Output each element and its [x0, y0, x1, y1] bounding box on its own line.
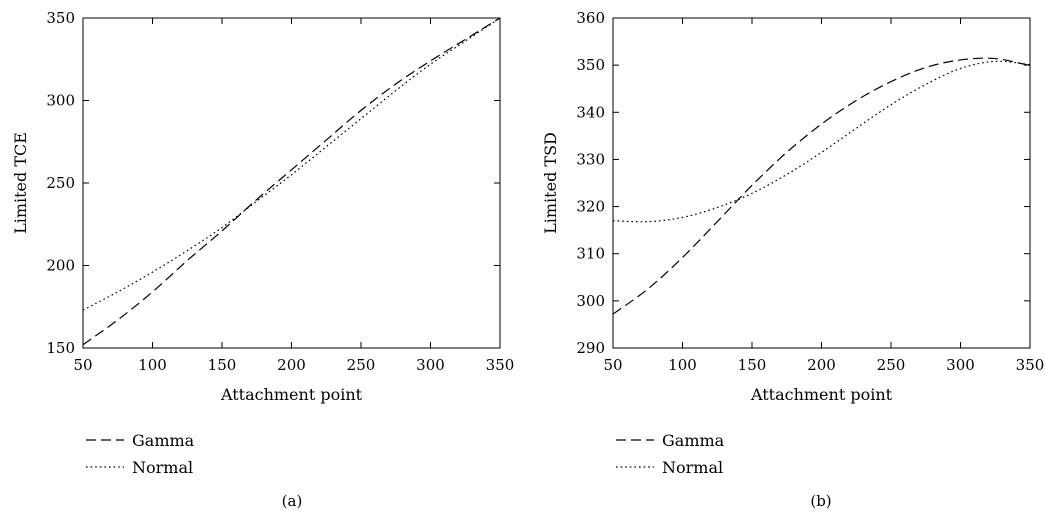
- x-tick-label: 200: [807, 356, 836, 374]
- panel-caption: (b): [810, 492, 831, 510]
- y-axis-label: Limited TCE: [11, 132, 30, 234]
- legend-label-normal: Normal: [132, 458, 193, 477]
- y-tick-label: 320: [576, 198, 605, 216]
- x-tick-label: 100: [668, 356, 697, 374]
- x-tick-label: 250: [347, 356, 376, 374]
- x-tick-label: 100: [138, 356, 167, 374]
- panel-a: 50 100 150 200 250 300 350 150 200 250 300 350 Attac…: [11, 9, 514, 510]
- panel-b: 50 100 150 200 250 300 350 290 300 310 320 330 340 35…: [541, 9, 1044, 510]
- y-tick-label: 360: [576, 9, 605, 27]
- y-tick-label: 310: [576, 245, 605, 263]
- x-tick-label: 250: [877, 356, 906, 374]
- plot-frame: [612, 17, 1031, 349]
- legend-label-gamma: Gamma: [132, 431, 195, 450]
- series-line-normal: [613, 60, 1030, 223]
- x-tick-label: 300: [946, 356, 975, 374]
- x-axis-label: Attachment point: [750, 385, 893, 404]
- panel-caption: (a): [282, 492, 303, 510]
- x-tick-label: 350: [1016, 356, 1045, 374]
- y-tick-label: 200: [46, 257, 75, 275]
- x-tick-label: 350: [486, 356, 515, 374]
- x-axis-label: Attachment point: [220, 385, 363, 404]
- y-tick-label: 250: [46, 174, 75, 192]
- series-line-gamma: [613, 57, 1030, 315]
- x-tick-label: 50: [73, 356, 92, 374]
- y-tick-label: 300: [46, 92, 75, 110]
- y-tick-label: 350: [46, 9, 75, 27]
- x-tick-label: 200: [277, 356, 306, 374]
- y-tick-label: 330: [576, 150, 605, 168]
- y-tick-label: 150: [46, 339, 75, 357]
- x-tick-label: 50: [603, 356, 622, 374]
- legend-label-gamma: Gamma: [662, 431, 725, 450]
- legend-label-normal: Normal: [662, 458, 723, 477]
- x-tick-label: 300: [416, 356, 445, 374]
- y-tick-label: 350: [576, 56, 605, 74]
- series-line-gamma: [83, 18, 500, 346]
- series-line-normal: [83, 18, 500, 311]
- y-tick-label: 290: [576, 339, 605, 357]
- x-tick-label: 150: [208, 356, 237, 374]
- y-tick-label: 300: [576, 292, 605, 310]
- x-tick-label: 150: [738, 356, 767, 374]
- y-tick-label: 340: [576, 103, 605, 121]
- y-axis-label: Limited TSD: [541, 132, 560, 234]
